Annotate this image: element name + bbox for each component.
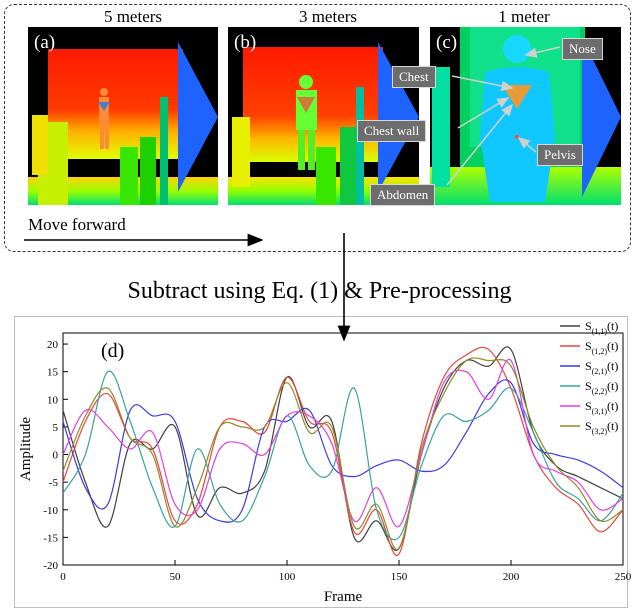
depth-image-a: (a) — [28, 27, 218, 205]
panel-c-title: 1 meter — [498, 7, 550, 26]
chest-wall-callout: Chest wall — [357, 120, 427, 142]
move-forward-label: Move forward — [28, 215, 126, 234]
depth-image-b: (b) — [228, 27, 419, 205]
panel-a-letter: (a) — [34, 32, 56, 53]
panel-a-title: 5 meters — [103, 7, 163, 26]
processing-step-label: Subtract using Eq. (1) & Pre-processing — [127, 278, 512, 304]
pelvis-callout: Pelvis — [537, 144, 583, 166]
depth-panels-frame — [4, 4, 631, 252]
nose-callout: Nose — [562, 38, 603, 60]
chart-frame — [14, 316, 628, 608]
panel-b-title: 3 meters — [298, 7, 358, 26]
chest-callout: Chest — [392, 66, 436, 88]
panel-c-letter: (c) — [436, 32, 458, 53]
panel-b-letter: (b) — [234, 32, 257, 53]
abdomen-callout: Abdomen — [370, 184, 436, 206]
